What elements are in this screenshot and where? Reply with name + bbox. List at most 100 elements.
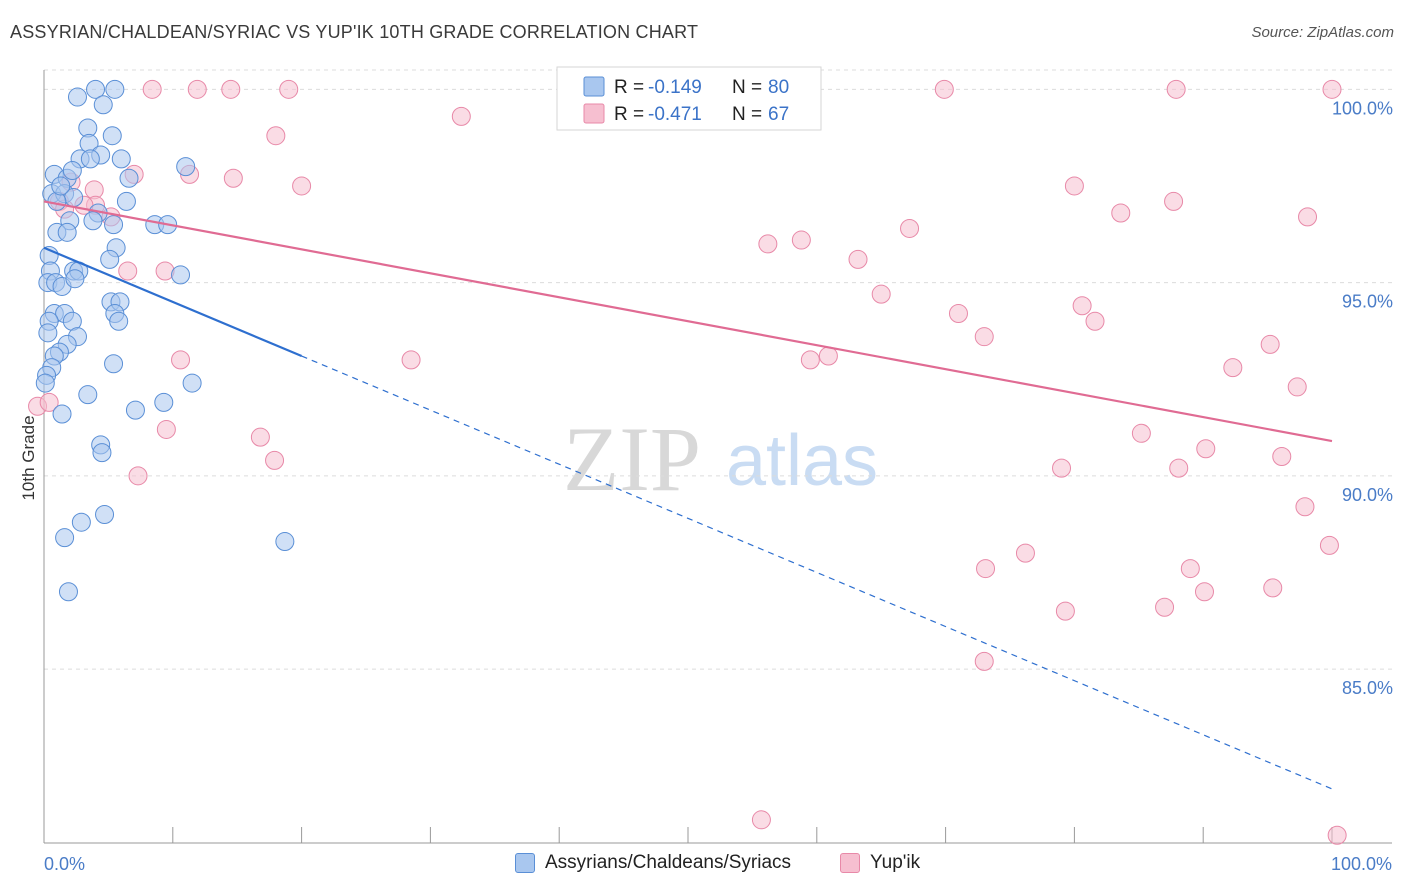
assyrian-point [80,149,100,169]
bottom-legend-item-yupik: Yup'ik [840,852,920,874]
yupik-point [1155,597,1175,617]
assyrian-point [58,582,78,602]
yupik-point [39,392,59,412]
yupik-point [1166,79,1186,99]
yupik-point [1272,447,1292,466]
watermark-zip: ZIP [563,408,701,510]
assyrian-point [104,215,124,235]
chart-title: ASSYRIAN/CHALDEAN/SYRIAC VS YUP'IK 10TH … [10,22,699,42]
assyrian-point [119,168,139,188]
yupik-point [1164,191,1184,211]
yupik-point [791,230,811,250]
y-tick-label: 90.0% [1342,485,1393,505]
y-axis-label: 10th Grade [19,415,38,500]
yupik-point [758,234,778,254]
assyrian-point [95,504,115,524]
assyrian-point [52,404,72,424]
bottom-legend-swatch-blue [515,853,535,873]
assyrian-point [154,392,174,412]
yupik-point [156,419,176,439]
yupik-point [1319,535,1339,555]
yupik-point [1052,458,1072,478]
bottom-legend-label-yupik: Yup'ik [870,852,921,873]
yupik-point [900,218,920,238]
assyrian-point [38,323,58,343]
grid-lines [44,69,1392,670]
assyrian-point [92,443,112,463]
assyrian-point [275,532,295,552]
yupik-point [1180,559,1200,579]
assyrian-point [83,211,103,231]
yupik-point [1131,423,1151,443]
legend-r-label-1: R = [614,77,644,98]
bottom-legend-label-assyrian: Assyrians/Chaldeans/Syriacs [545,852,792,873]
legend-n-label-1: N = [732,77,762,98]
yupik-point [451,106,471,126]
legend-swatch-blue [583,76,605,97]
yupik-point [1194,582,1214,602]
legend-r-value-2: -0.471 [648,104,702,125]
yupik-point [279,79,299,99]
yupik-point [266,126,286,146]
yupik-point [1260,334,1280,354]
yupik-point [974,651,994,671]
yupik-point [1196,439,1216,459]
assyrian-points [35,79,295,602]
legend-r-value-1: -0.149 [648,77,702,98]
yupik-point [265,450,285,470]
assyrian-point [105,79,125,99]
yupik-point [948,303,968,323]
assyrian-point [100,249,120,269]
y-axis-tick-labels: 85.0% 90.0% 95.0% 100.0% [1332,98,1393,698]
legend-r-label-2: R = [614,104,644,125]
yupik-point [142,79,162,99]
yupik-point [1263,578,1283,598]
assyrian-point [55,528,75,548]
yupik-point [1085,311,1105,331]
yupik-point [848,249,868,269]
yupik-point [1055,601,1075,621]
assyrian-point [93,95,113,115]
assyrian-point [35,373,55,393]
yupik-point [751,810,771,830]
assyrian-point [109,311,129,331]
yupik-point [171,350,191,370]
yupik-trend-line [43,200,1333,443]
yupik-point [1327,825,1347,845]
yupik-point [818,346,838,366]
yupik-point [1064,176,1084,196]
yupik-point [871,284,891,304]
assyrian-point [71,512,91,532]
assyrian-point [51,176,71,196]
y-tick-label: 95.0% [1342,292,1393,312]
legend-n-label-2: N = [732,104,762,125]
axes [43,70,1392,844]
bottom-legend-item-assyrian: Assyrians/Chaldeans/Syriacs [515,852,791,874]
yupik-point [292,176,312,196]
watermark-atlas: atlas [726,421,878,501]
yupik-point [1298,207,1318,227]
yupik-point [401,350,421,370]
yupik-point [974,327,994,347]
yupik-point [1295,497,1315,517]
trend-lines [43,200,1333,790]
legend-n-value-2: 67 [768,104,789,125]
bottom-legend: Assyrians/Chaldeans/Syriacs Yup'ik [0,852,1406,878]
yupik-point [934,79,954,99]
bottom-legend-swatch-pink [840,853,860,873]
assyrian-point [111,149,131,169]
y-tick-label: 100.0% [1332,98,1393,118]
yupik-point [1287,377,1307,397]
assyrian-point [67,87,87,107]
legend-n-value-1: 80 [768,77,789,98]
assyrian-point [116,191,136,211]
yupik-point [1072,296,1092,316]
yupik-point [1015,543,1035,563]
yupik-point [187,79,207,99]
legend-swatch-pink [583,103,605,124]
assyrian-point [104,354,124,374]
yupik-point [223,168,243,188]
yupik-point [118,261,138,281]
yupik-point [976,559,996,579]
